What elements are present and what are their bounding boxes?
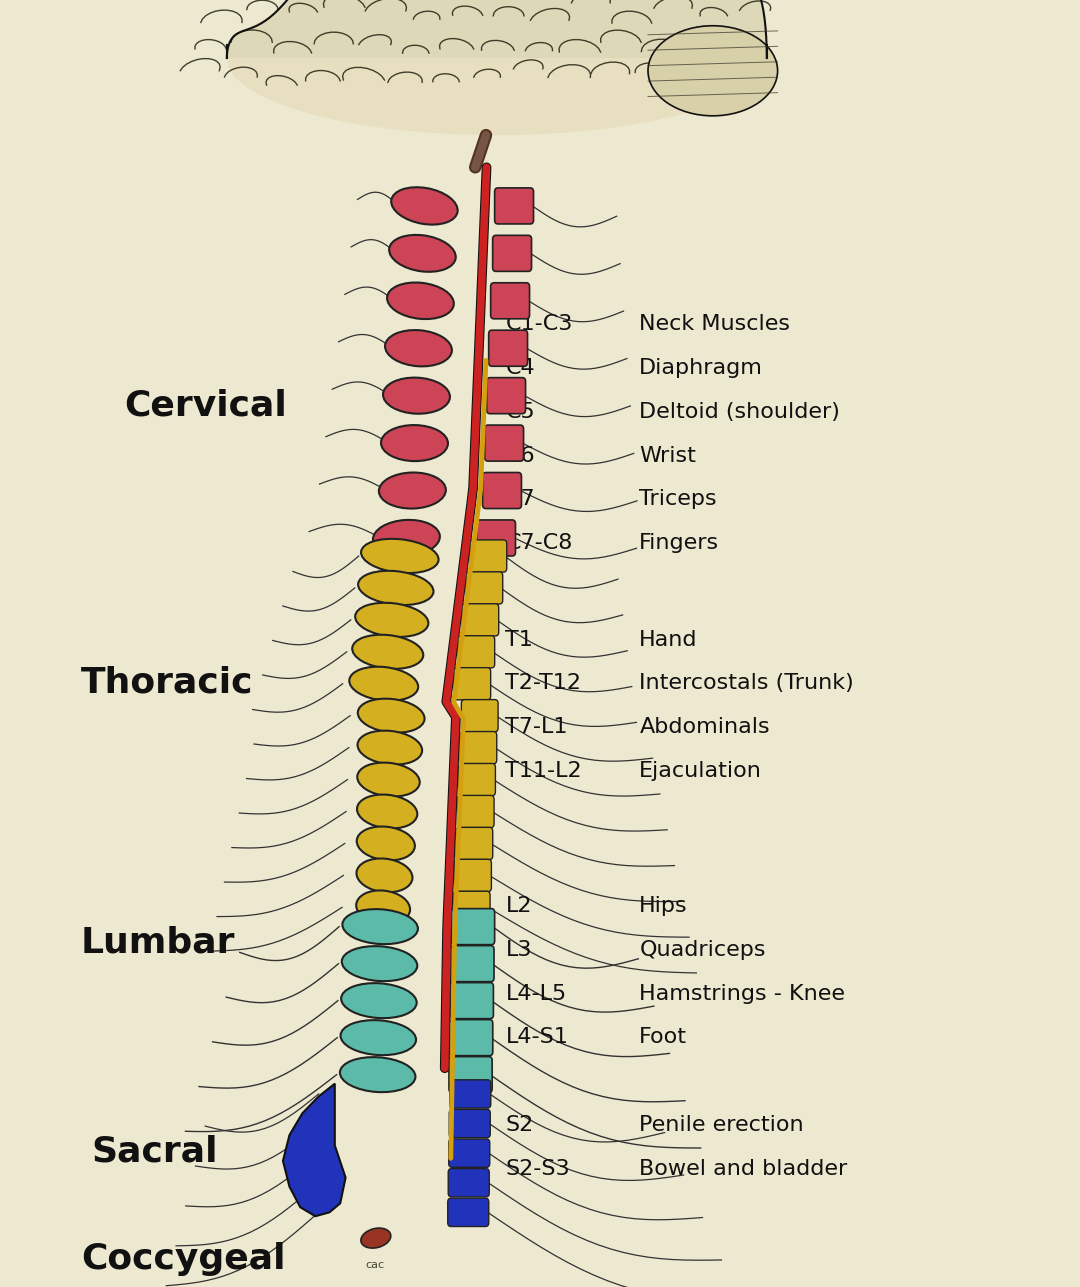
FancyBboxPatch shape [470,541,507,571]
Text: Foot: Foot [639,1027,687,1048]
FancyBboxPatch shape [487,377,526,413]
Text: Neck Muscles: Neck Muscles [639,314,791,335]
Text: Ejaculation: Ejaculation [639,761,762,781]
FancyBboxPatch shape [462,604,499,636]
Ellipse shape [361,539,438,573]
FancyBboxPatch shape [461,700,498,732]
Ellipse shape [357,794,417,829]
FancyBboxPatch shape [448,1139,489,1167]
Text: Hand: Hand [639,629,698,650]
Ellipse shape [227,0,767,135]
Text: Sacral: Sacral [92,1135,218,1169]
Polygon shape [227,0,767,58]
Text: Cervical: Cervical [124,389,287,422]
FancyBboxPatch shape [449,1109,490,1138]
Text: C4: C4 [505,358,535,378]
FancyBboxPatch shape [465,571,502,604]
FancyBboxPatch shape [495,188,534,224]
Text: Fingers: Fingers [639,533,719,553]
Ellipse shape [361,1228,391,1248]
Text: T1: T1 [505,629,534,650]
Ellipse shape [356,826,415,861]
Text: Thoracic: Thoracic [81,665,254,699]
FancyBboxPatch shape [490,283,529,319]
Ellipse shape [340,1057,416,1093]
Text: Deltoid (shoulder): Deltoid (shoulder) [639,402,840,422]
Ellipse shape [648,26,778,116]
Text: L4-S1: L4-S1 [505,1027,568,1048]
FancyBboxPatch shape [449,1057,492,1093]
Text: S2: S2 [505,1115,534,1135]
Ellipse shape [356,858,413,892]
FancyBboxPatch shape [458,636,495,668]
FancyBboxPatch shape [483,472,522,508]
FancyBboxPatch shape [449,1080,490,1108]
Text: C6: C6 [505,445,535,466]
Ellipse shape [352,634,423,669]
Text: C7-C8: C7-C8 [505,533,572,553]
Text: Bowel and bladder: Bowel and bladder [639,1158,848,1179]
Text: C7: C7 [505,489,535,510]
Ellipse shape [341,983,417,1018]
FancyBboxPatch shape [450,946,494,982]
Text: T2-T12: T2-T12 [505,673,581,694]
Text: Hips: Hips [639,896,688,916]
FancyBboxPatch shape [460,731,497,763]
Text: L4-L5: L4-L5 [505,983,567,1004]
Ellipse shape [386,329,451,367]
FancyBboxPatch shape [454,891,490,924]
FancyBboxPatch shape [450,983,494,1019]
FancyBboxPatch shape [485,425,524,461]
Text: T11-L2: T11-L2 [505,761,582,781]
Text: T7-L1: T7-L1 [505,717,568,737]
FancyBboxPatch shape [459,763,496,795]
FancyBboxPatch shape [448,1169,489,1197]
Text: Abdominals: Abdominals [639,717,770,737]
Text: cac: cac [365,1260,384,1270]
Ellipse shape [383,377,450,413]
Ellipse shape [357,731,422,764]
Text: Diaphragm: Diaphragm [639,358,764,378]
FancyBboxPatch shape [448,1198,489,1227]
FancyBboxPatch shape [488,331,527,367]
FancyBboxPatch shape [456,828,492,860]
Text: Hamstrings - Knee: Hamstrings - Knee [639,983,846,1004]
Ellipse shape [356,891,410,924]
Ellipse shape [359,571,433,605]
Text: Triceps: Triceps [639,489,717,510]
Polygon shape [283,1084,346,1216]
FancyBboxPatch shape [476,520,515,556]
Ellipse shape [381,425,448,461]
FancyBboxPatch shape [492,236,531,272]
Text: Lumbar: Lumbar [81,925,235,959]
Text: S2-S3: S2-S3 [505,1158,570,1179]
FancyBboxPatch shape [454,668,490,700]
Text: Quadriceps: Quadriceps [639,940,766,960]
Text: Wrist: Wrist [639,445,697,466]
Text: Penile erection: Penile erection [639,1115,804,1135]
Ellipse shape [340,1021,416,1055]
Ellipse shape [349,667,418,701]
Ellipse shape [341,946,417,981]
Ellipse shape [357,763,420,797]
Ellipse shape [355,602,429,637]
Text: C5: C5 [505,402,536,422]
Ellipse shape [391,187,458,225]
Text: Intercostals (Trunk): Intercostals (Trunk) [639,673,854,694]
Ellipse shape [342,909,418,945]
Ellipse shape [373,520,440,556]
Ellipse shape [379,472,446,508]
FancyBboxPatch shape [457,795,494,828]
FancyBboxPatch shape [455,860,491,892]
Ellipse shape [357,699,424,732]
Text: L2: L2 [505,896,532,916]
Ellipse shape [389,236,456,272]
Ellipse shape [387,283,454,319]
FancyBboxPatch shape [449,1019,492,1055]
Text: C1-C3: C1-C3 [505,314,572,335]
Text: Coccygeal: Coccygeal [81,1242,285,1275]
Text: L3: L3 [505,940,532,960]
FancyBboxPatch shape [451,909,495,945]
